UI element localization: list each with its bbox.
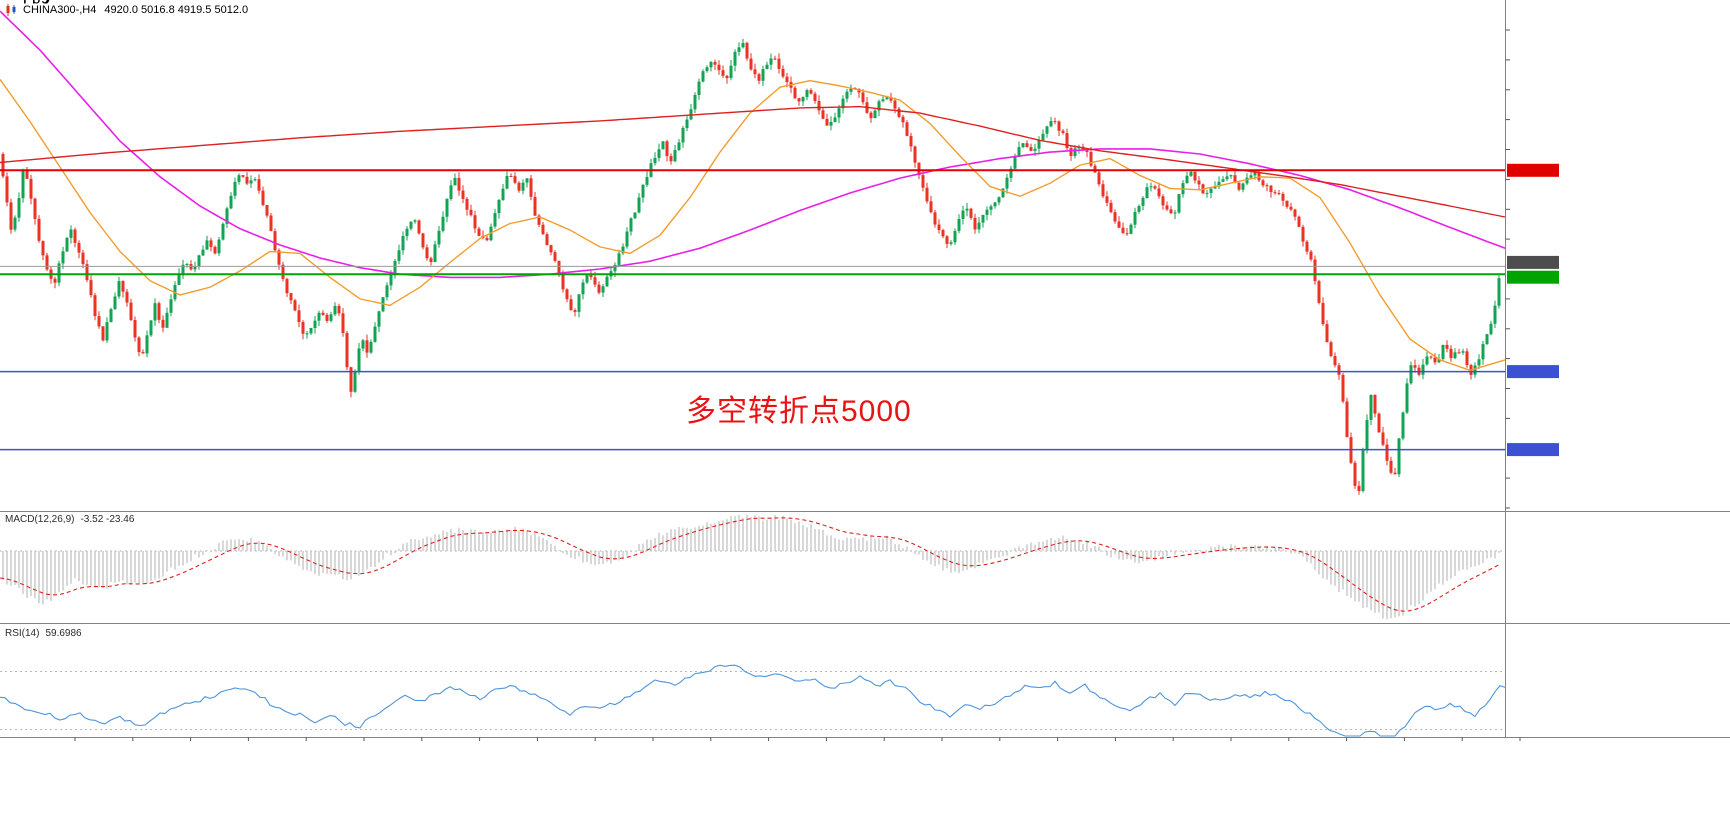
- svg-text:5100.0: 5100.0: [0, 0, 49, 4]
- svg-text:10 Aug 05:00: 10 Aug 05:00: [0, 0, 94, 4]
- svg-text:-140.67: -140.67: [0, 0, 54, 4]
- svg-text:16 Mar 05:00: 16 Mar 05:00: [0, 0, 94, 4]
- macd-label: MACD(12,26,9): [5, 514, 75, 525]
- svg-text:21 May 05:00: 21 May 05:00: [0, 0, 97, 4]
- macd-indicator-title: MACD(12,26,9) -3.52 -23.46: [5, 514, 134, 525]
- time-axis[interactable]: [74, 737, 1521, 742]
- rsi-indicator-title: RSI(14) 59.6986: [5, 628, 82, 639]
- price-badge: [1507, 163, 1559, 177]
- svg-text:5054.0: 5054.0: [0, 0, 49, 4]
- rsi-line: [0, 664, 1506, 737]
- svg-text:17 May 05:00: 17 May 05:00: [0, 0, 97, 4]
- svg-text:5238.0: 5238.0: [0, 0, 49, 4]
- svg-text:4640.0: 4640.0: [0, 0, 49, 4]
- svg-text:20 Apr 05:00: 20 Apr 05:00: [0, 0, 91, 4]
- svg-text:5192.0: 5192.0: [0, 0, 49, 4]
- ma-slow-magenta: [0, 10, 1506, 279]
- svg-text:10 Mar 2021: 10 Mar 2021: [0, 0, 90, 4]
- svg-text:5146.0: 5146.0: [0, 0, 49, 4]
- svg-text:23 Jul 05:00: 23 Jul 05:00: [0, 0, 87, 4]
- svg-text:27 May 05:00: 27 May 05:00: [0, 0, 97, 4]
- rsi-value: 59.6986: [45, 628, 82, 639]
- svg-text:13 Jul 05:00: 13 Jul 05:00: [0, 0, 87, 4]
- svg-text:4824.0: 4824.0: [0, 0, 49, 4]
- svg-text:26 Mar 05:00: 26 Mar 05:00: [0, 0, 94, 4]
- svg-text:5012.0: 5012.0: [0, 0, 49, 4]
- svg-text:4916.0: 4916.0: [0, 0, 49, 4]
- svg-text:25 Jun 05:00: 25 Jun 05:00: [0, 0, 93, 4]
- price-badge: [1507, 255, 1559, 269]
- symbol-period-label: CHINA300-,H4: [23, 4, 97, 16]
- svg-text:14 Apr 05:00: 14 Apr 05:00: [0, 0, 91, 4]
- svg-text:21 Jun 05:00: 21 Jun 05:00: [0, 0, 93, 4]
- macd-signal-line: [0, 517, 1501, 612]
- svg-text:4686.0: 4686.0: [0, 0, 49, 4]
- svg-text:4 Aug 05:00: 4 Aug 05:00: [0, 0, 86, 4]
- svg-text:8 Jun 05:00: 8 Jun 05:00: [0, 0, 84, 4]
- svg-text:5160.0: 5160.0: [0, 0, 49, 4]
- rsi-label: RSI(14): [5, 628, 40, 639]
- svg-text:19 Jul 05:00: 19 Jul 05:00: [0, 0, 87, 4]
- macd-histogram: [2, 514, 1500, 620]
- price-badge: [1507, 270, 1559, 284]
- svg-text:29 Jul 05:00: 29 Jul 05:00: [0, 0, 87, 4]
- macd-values: -3.52 -23.46: [80, 514, 135, 525]
- annotation-text[interactable]: 多空转折点5000: [686, 395, 912, 428]
- svg-text:22 Mar 05:00: 22 Mar 05:00: [0, 0, 94, 4]
- svg-text:4850.0: 4850.0: [0, 0, 49, 4]
- svg-text:5000.0: 5000.0: [0, 0, 49, 4]
- svg-text:7 Jul 05:00: 7 Jul 05:00: [0, 0, 78, 4]
- svg-text:15 Jun 05:00: 15 Jun 05:00: [0, 0, 93, 4]
- svg-text:26 Apr 05:00: 26 Apr 05:00: [0, 0, 91, 4]
- svg-text:30 Apr 05:00: 30 Apr 05:00: [0, 0, 91, 4]
- svg-text:1 Apr 05:00: 1 Apr 05:00: [0, 0, 82, 4]
- price-axis[interactable]: [1505, 29, 1560, 509]
- ma-medium-orange: [0, 78, 1506, 372]
- svg-text:5284.0: 5284.0: [0, 0, 49, 4]
- svg-text:4778.0: 4778.0: [0, 0, 49, 4]
- svg-text:30: 30: [0, 0, 18, 4]
- svg-text:2 Jun 05:00: 2 Jun 05:00: [0, 0, 84, 4]
- svg-text:5376.0: 5376.0: [0, 0, 49, 4]
- svg-text:0.00: 0.00: [0, 0, 31, 4]
- svg-text:8 Apr 05:00: 8 Apr 05:00: [0, 0, 82, 4]
- svg-text:4962.0: 4962.0: [0, 0, 49, 4]
- candlestick-icon: [5, 4, 18, 16]
- price-badge: [1507, 443, 1559, 457]
- candles: [1, 38, 1501, 495]
- svg-text:1 Jul 05:00: 1 Jul 05:00: [0, 0, 78, 4]
- svg-text:5330.0: 5330.0: [0, 0, 49, 4]
- symbol-title: CHINA300-,H4 4920.0 5016.8 4919.5 5012.0: [5, 4, 248, 16]
- svg-text:11 May 05:00: 11 May 05:00: [0, 0, 96, 4]
- svg-text:4730.0: 4730.0: [0, 0, 49, 4]
- svg-text:100: 100: [0, 0, 27, 4]
- ma-long-red: [0, 105, 1506, 218]
- svg-text:73.85: 73.85: [0, 0, 40, 4]
- ohlc-readout: 4920.0 5016.8 4919.5 5012.0: [104, 4, 249, 16]
- svg-text:4870.0: 4870.0: [0, 0, 49, 4]
- svg-text:70: 70: [0, 0, 18, 4]
- price-badge: [1507, 365, 1559, 379]
